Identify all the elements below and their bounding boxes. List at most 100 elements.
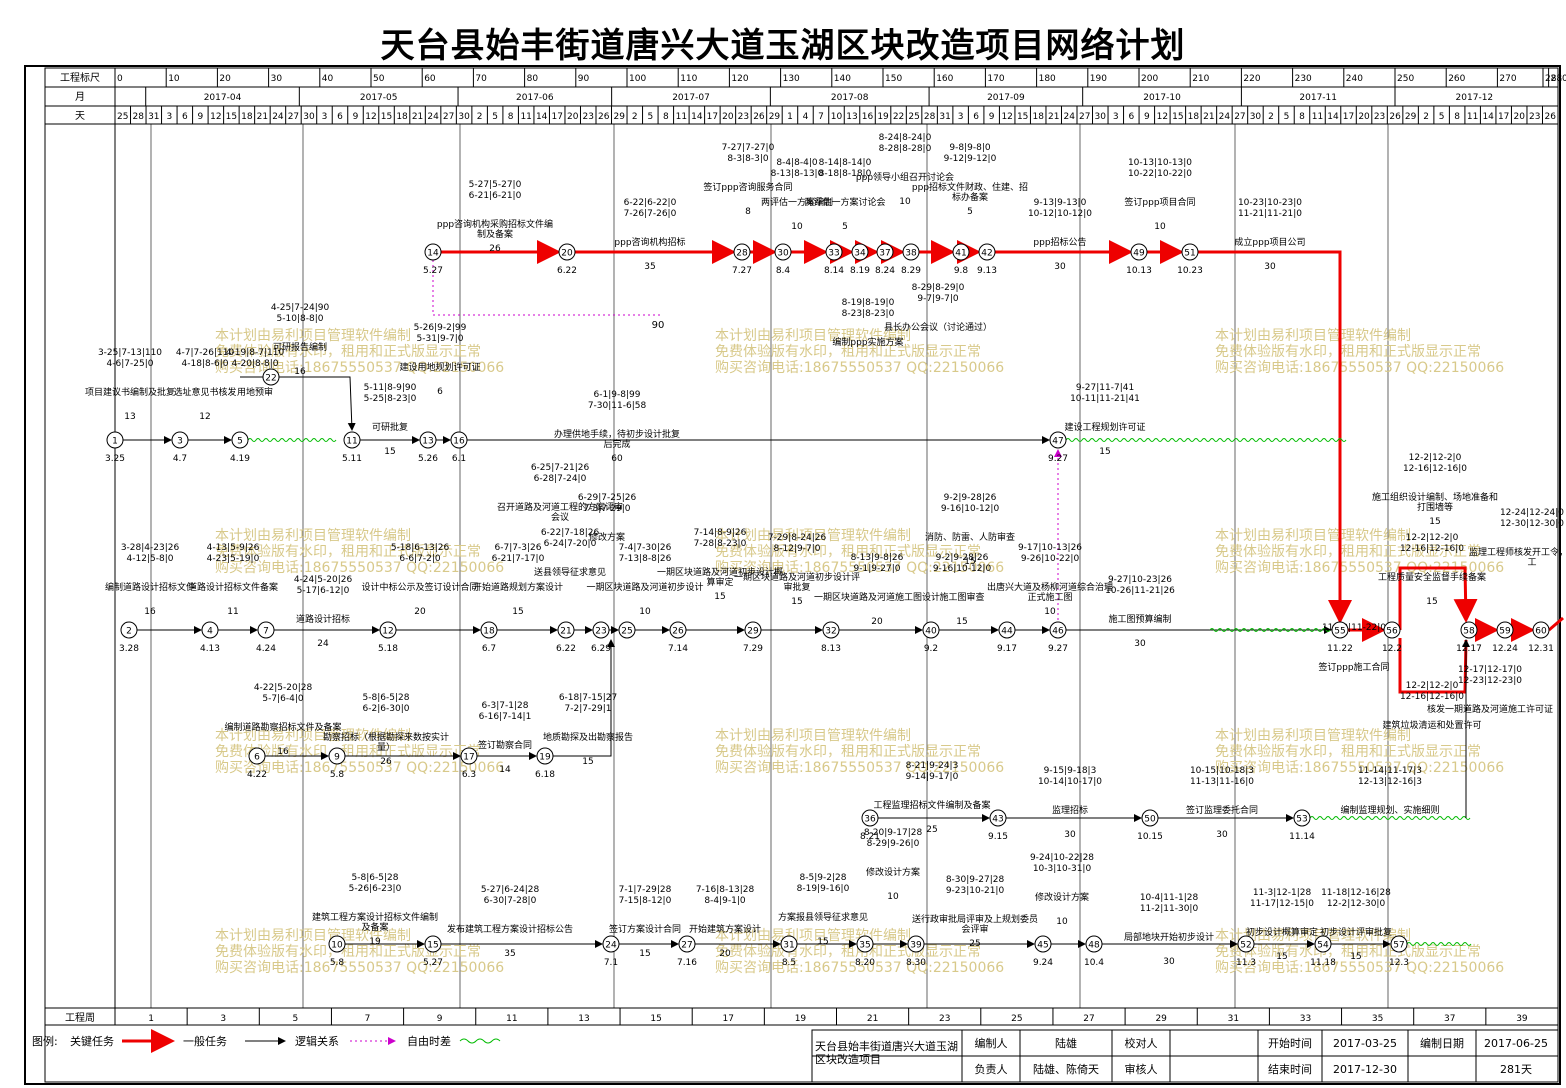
node-number: 7 <box>263 627 269 637</box>
task-dates: 8-29|9-26|0 <box>867 839 920 849</box>
task-name: 局部地块开始初步设计 <box>1124 931 1214 943</box>
task-duration: 15 <box>791 597 802 607</box>
node-10 <box>328 935 346 953</box>
day-label: 12 <box>1001 112 1012 122</box>
task-dates: 9-8|9-8|0 <box>949 143 990 153</box>
node-39 <box>907 935 925 953</box>
week-label: 33 <box>1300 1014 1311 1024</box>
task-dates: 6-25|7-21|26 <box>531 463 590 473</box>
task-duration: 19 <box>369 937 381 947</box>
day-label: 30 <box>1095 112 1107 122</box>
node-number: 21 <box>560 627 571 637</box>
free-float-line <box>247 438 337 442</box>
watermark-text: 免费体验版有水印，租用和正式版显示正常 <box>215 944 481 960</box>
week-label: 29 <box>1155 1014 1167 1024</box>
task-name-cont: 后完成 <box>603 438 630 450</box>
node-number: 44 <box>1001 627 1013 637</box>
watermark-text: 免费体验版有水印，租用和正式版显示正常 <box>1215 944 1481 960</box>
legend-float-line <box>459 1038 501 1044</box>
node-date: 7.27 <box>732 266 752 276</box>
node-date: 10.15 <box>1137 832 1163 842</box>
task-label: 7-4|7-30|267-13|8-8|26 一期区块道路及河道初步设计 10 <box>586 543 703 617</box>
day-label: 29 <box>769 112 781 122</box>
node-42 <box>978 243 996 261</box>
day-label: 27 <box>288 112 299 122</box>
node-date: 8.4 <box>776 266 791 276</box>
legend-normal-label: 一般任务 <box>183 1035 227 1048</box>
day-label: 23 <box>1529 112 1540 122</box>
task-name: 成立ppp项目公司 <box>1234 236 1305 248</box>
end-value: 2017-12-30 <box>1333 1063 1397 1076</box>
task-duration: 11 <box>227 607 238 617</box>
task-name: ppp咨询机构招标 <box>614 236 685 248</box>
task-dates: 8-3|8-3|0 <box>727 154 768 164</box>
week-label: 11 <box>506 1014 517 1024</box>
task-dates: 12-16|12-16|0 <box>1400 692 1464 702</box>
node-date: 10.23 <box>1177 266 1203 276</box>
day-label: 2 <box>1423 112 1429 122</box>
node-date: 6.29 <box>591 644 611 654</box>
node-43 <box>989 809 1007 827</box>
task-dates: 8-4|8-4|0 <box>776 158 817 168</box>
node-number: 46 <box>1052 627 1064 637</box>
day-label: 27 <box>1079 112 1090 122</box>
day-label: 31 <box>939 112 950 122</box>
day-label: 17 <box>551 112 562 122</box>
task-label: 5-27|6-24|286-30|7-28|0 发布建筑工程方案设计招标公告 35 <box>447 885 573 959</box>
task-duration: 15 <box>956 617 967 627</box>
task-dates: 5-7|6-4|0 <box>262 694 303 704</box>
node-23 <box>592 621 610 639</box>
scale-tick-label: 100 <box>629 74 646 84</box>
node-41 <box>952 243 970 261</box>
month-label: 2017-08 <box>831 93 869 103</box>
task-dates: 10-23|10-23|0 <box>1238 198 1302 208</box>
task-duration: 26 <box>489 244 501 254</box>
node-date: 9.15 <box>988 832 1008 842</box>
task-duration: 30 <box>1134 639 1146 649</box>
node-59 <box>1496 621 1514 639</box>
task-duration: 12 <box>199 412 210 422</box>
node-date: 12.17 <box>1456 644 1482 654</box>
node-date: 7.29 <box>743 644 763 654</box>
node-date: 6.1 <box>452 454 466 464</box>
node-date: 3.25 <box>105 454 125 464</box>
task-dates: 5-26|6-23|0 <box>349 884 402 894</box>
task-dates: 6-3|7-1|28 <box>482 701 529 711</box>
task-dates: 12-2|12-2|0 <box>1406 681 1459 691</box>
node-number: 16 <box>453 437 465 447</box>
scale-tick-label: 220 <box>1243 74 1260 84</box>
task-label: 6-3|7-1|286-16|7-14|1 签订勘察合同 14 <box>478 701 532 775</box>
task-dates: 9-27|10-23|26 <box>1108 575 1172 585</box>
month-label: 2017-04 <box>204 93 242 103</box>
node-number: 34 <box>854 249 866 259</box>
task-name: 方案报县领导征求意见 <box>778 911 868 923</box>
task-dates: 11-13|11-16|0 <box>1190 777 1254 787</box>
day-label: 9 <box>1144 112 1150 122</box>
task-dates: 9-14|9-17|0 <box>906 772 959 782</box>
scale-tick-label: 260 <box>1448 74 1465 84</box>
task-dates: 9-7|9-7|0 <box>917 294 958 304</box>
node-12 <box>379 621 397 639</box>
task-duration: 5 <box>842 222 848 232</box>
day-label: 5 <box>492 112 498 122</box>
node-number: 5 <box>237 437 243 447</box>
task-name-cont: 及备案 <box>361 921 388 933</box>
node-date: 11.22 <box>1327 644 1353 654</box>
scale-tick-label: 250 <box>1397 74 1414 84</box>
day-label: 9 <box>197 112 203 122</box>
node-number: 31 <box>783 941 794 951</box>
day-label: 14 <box>1327 112 1339 122</box>
day-label: 9 <box>989 112 995 122</box>
day-label: 6 <box>973 112 979 122</box>
task-dates: 4-12|5-8|0 <box>127 554 174 564</box>
node-number: 28 <box>736 249 748 259</box>
node-60 <box>1532 621 1550 639</box>
footer: 图例: 关键任务 一般任务 逻辑关系 自由时差 天台县始丰街道唐兴大道玉湖区块改… <box>32 1029 1559 1083</box>
task-name: ppp招标文件财政、住建、招 <box>912 181 1028 193</box>
day-label: 5 <box>1284 112 1290 122</box>
